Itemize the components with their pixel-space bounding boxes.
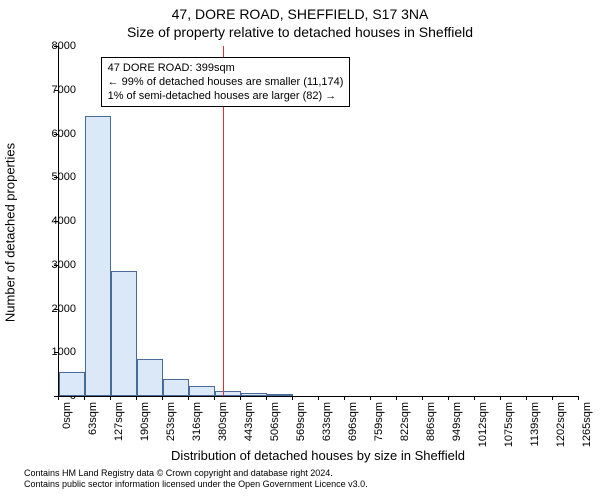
chart-container: 47, DORE ROAD, SHEFFIELD, S17 3NA Size o… [0, 0, 600, 500]
x-axis-label: Distribution of detached houses by size … [58, 448, 578, 463]
x-tick-mark [448, 396, 449, 400]
x-tick-mark [318, 396, 319, 400]
x-tick-mark [474, 396, 475, 400]
x-tick-mark [396, 396, 397, 400]
x-tick-mark [422, 396, 423, 400]
x-tick-mark [58, 396, 59, 400]
annotation-line-2: ← 99% of detached houses are smaller (11… [108, 75, 344, 89]
histogram-bar [137, 359, 163, 396]
histogram-bar [189, 386, 215, 396]
x-tick-mark [344, 396, 345, 400]
x-tick-mark [552, 396, 553, 400]
histogram-bar [267, 394, 293, 396]
histogram-bar [215, 391, 241, 396]
x-tick-mark [84, 396, 85, 400]
page-subtitle: Size of property relative to detached ho… [0, 24, 600, 40]
x-tick-mark [526, 396, 527, 400]
histogram-bar [163, 379, 189, 397]
histogram-bar [59, 372, 85, 396]
x-tick-label: 1265sqm [582, 402, 593, 462]
attribution-line-1: Contains HM Land Registry data © Crown c… [24, 468, 584, 479]
annotation-line-3: 1% of semi-detached houses are larger (8… [108, 89, 344, 103]
histogram-bar [241, 393, 267, 397]
annotation-line-1: 47 DORE ROAD: 399sqm [108, 61, 344, 75]
annotation-box: 47 DORE ROAD: 399sqm ← 99% of detached h… [101, 57, 351, 107]
x-tick-mark [136, 396, 137, 400]
x-tick-mark [266, 396, 267, 400]
x-tick-mark [500, 396, 501, 400]
x-tick-mark [162, 396, 163, 400]
histogram-bar [111, 271, 137, 396]
x-tick-mark [110, 396, 111, 400]
attribution: Contains HM Land Registry data © Crown c… [24, 468, 584, 490]
attribution-line-2: Contains public sector information licen… [24, 479, 584, 490]
page-title: 47, DORE ROAD, SHEFFIELD, S17 3NA [0, 6, 600, 22]
x-tick-mark [370, 396, 371, 400]
x-tick-mark [292, 396, 293, 400]
x-tick-mark [578, 396, 579, 400]
x-tick-mark [214, 396, 215, 400]
x-tick-mark [188, 396, 189, 400]
plot-area: 47 DORE ROAD: 399sqm ← 99% of detached h… [58, 46, 579, 397]
x-tick-mark [240, 396, 241, 400]
histogram-bar [85, 116, 111, 396]
y-axis-label: Number of detached properties [3, 83, 18, 383]
